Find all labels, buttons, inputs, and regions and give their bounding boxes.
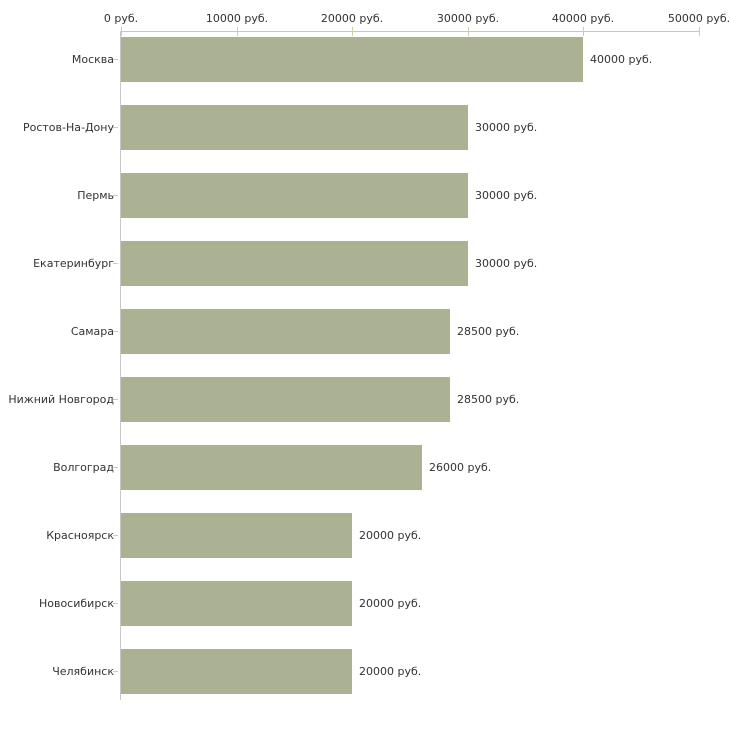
- x-axis-tick-label: 30000 руб.: [436, 12, 500, 25]
- bar: [121, 377, 450, 422]
- value-label: 26000 руб.: [429, 461, 492, 474]
- value-label: 30000 руб.: [475, 189, 538, 202]
- value-label: 30000 руб.: [475, 257, 538, 270]
- x-axis-tick-label: 40000 руб.: [551, 12, 615, 25]
- x-axis-tick: [121, 27, 122, 36]
- value-label: 28500 руб.: [457, 325, 520, 338]
- x-axis-tick-label: 10000 руб.: [205, 12, 269, 25]
- x-axis-tick-label: 50000 руб.: [667, 12, 730, 25]
- category-tick: [113, 467, 118, 468]
- value-label: 20000 руб.: [359, 665, 422, 678]
- x-axis-line: [121, 31, 700, 32]
- x-axis-tick: [699, 27, 700, 36]
- category-label: Пермь: [77, 189, 114, 202]
- category-tick: [113, 59, 118, 60]
- bar: [121, 649, 352, 694]
- category-label: Москва: [71, 53, 114, 66]
- value-label: 28500 руб.: [457, 393, 520, 406]
- bar: [121, 309, 450, 354]
- category-tick: [113, 671, 118, 672]
- bar: [121, 513, 352, 558]
- bar: [121, 105, 468, 150]
- category-tick: [113, 195, 118, 196]
- category-label: Челябинск: [52, 665, 114, 678]
- category-label: Ростов-На-Дону: [22, 121, 114, 134]
- category-tick: [113, 127, 118, 128]
- category-label: Волгоград: [53, 461, 114, 474]
- x-axis-tick-label: 20000 руб.: [320, 12, 384, 25]
- bar: [121, 241, 468, 286]
- category-label: Самара: [70, 325, 114, 338]
- category-tick: [113, 535, 118, 536]
- category-label: Новосибирск: [38, 597, 114, 610]
- value-label: 30000 руб.: [475, 121, 538, 134]
- x-axis-tick: [468, 27, 469, 36]
- bar: [121, 37, 583, 82]
- category-label: Нижний Новгород: [8, 393, 114, 406]
- value-label: 20000 руб.: [359, 597, 422, 610]
- category-label: Красноярск: [46, 529, 114, 542]
- category-tick: [113, 331, 118, 332]
- category-tick: [113, 603, 118, 604]
- value-label: 40000 руб.: [590, 53, 653, 66]
- category-label: Екатеринбург: [33, 257, 114, 270]
- category-tick: [113, 263, 118, 264]
- x-axis-tick: [352, 27, 353, 36]
- x-axis-tick-label: 0 руб.: [103, 12, 139, 25]
- category-tick: [113, 399, 118, 400]
- x-axis-tick: [237, 27, 238, 36]
- bar: [121, 173, 468, 218]
- bar: [121, 581, 352, 626]
- bar: [121, 445, 422, 490]
- y-axis-line: [120, 31, 121, 700]
- x-axis-tick: [583, 27, 584, 36]
- value-label: 20000 руб.: [359, 529, 422, 542]
